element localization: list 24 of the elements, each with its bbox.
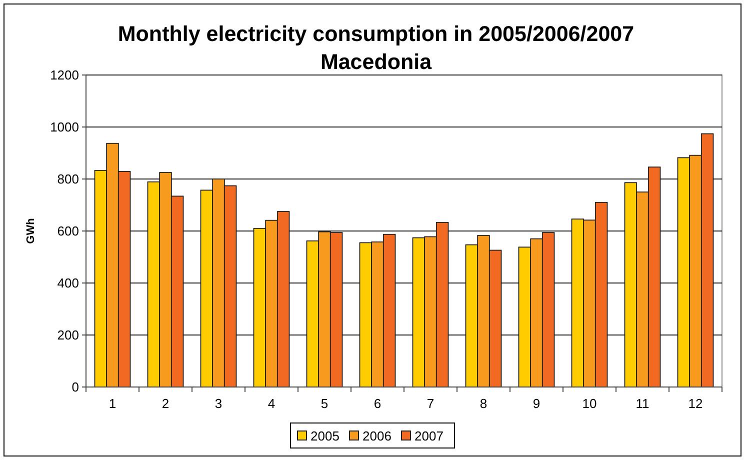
y-tick-label: 0 (72, 380, 79, 395)
x-tick-label: 12 (688, 396, 703, 411)
legend-label: 2006 (362, 428, 392, 444)
legend-label: 2005 (310, 428, 340, 444)
y-tick-label: 800 (57, 172, 79, 187)
x-tick-label: 2 (162, 396, 170, 411)
x-tick-label: 7 (426, 396, 434, 411)
y-tick-label: 400 (57, 276, 79, 291)
x-tick-label: 6 (374, 396, 382, 411)
y-tick-label: 200 (57, 328, 79, 343)
x-tick-label: 5 (320, 396, 328, 411)
x-tick-label: 9 (532, 396, 540, 411)
y-tick-label: 1200 (50, 68, 79, 83)
y-axis-title: GWh (25, 218, 37, 244)
x-tick-label: 11 (636, 396, 650, 411)
y-tick-label: 1000 (50, 120, 79, 135)
x-tick-label: 10 (582, 396, 597, 411)
y-tick-label: 600 (57, 224, 79, 239)
x-tick-label: 3 (214, 396, 222, 411)
chart-title: Monthly electricity consumption in 2005/2006/2007 Macedonia (118, 22, 634, 74)
x-tick-label: 4 (268, 396, 276, 411)
x-tick-label: 1 (108, 396, 116, 411)
legend-label: 2007 (414, 428, 444, 444)
x-tick-label: 8 (480, 396, 488, 411)
